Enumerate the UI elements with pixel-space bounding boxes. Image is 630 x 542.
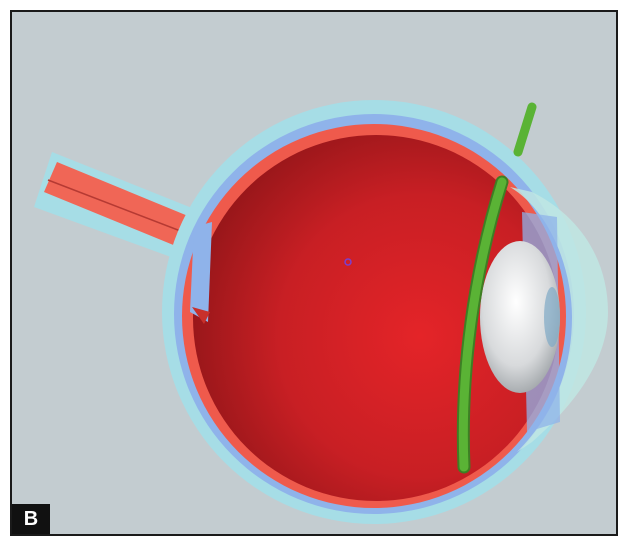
optic-disc	[190, 222, 212, 322]
center-marker	[344, 258, 352, 266]
figure-frame: B	[10, 10, 618, 536]
implant-lead	[513, 102, 537, 157]
panel-label: B	[12, 504, 50, 534]
cornea	[510, 187, 608, 452]
crystalline-lens	[480, 241, 560, 393]
eye-cross-section-illustration	[12, 12, 616, 534]
